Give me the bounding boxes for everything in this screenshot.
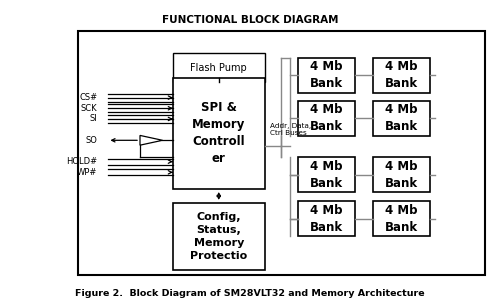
- Text: FUNCTIONAL BLOCK DIAGRAM: FUNCTIONAL BLOCK DIAGRAM: [162, 15, 338, 25]
- Bar: [172, 78, 265, 189]
- Text: SI: SI: [90, 114, 98, 124]
- Text: Figure 2.  Block Diagram of SM28VLT32 and Memory Architecture: Figure 2. Block Diagram of SM28VLT32 and…: [75, 289, 425, 298]
- Text: SO: SO: [86, 136, 98, 145]
- Bar: [298, 201, 355, 236]
- Text: CS#: CS#: [80, 93, 98, 102]
- Text: WP#: WP#: [77, 168, 98, 177]
- Bar: [298, 101, 355, 136]
- Text: 4 Mb
Bank: 4 Mb Bank: [310, 204, 343, 234]
- Text: SPI &
Memory
Controll
er: SPI & Memory Controll er: [192, 102, 246, 165]
- Text: Flash Pump: Flash Pump: [190, 63, 247, 73]
- Bar: [372, 201, 430, 236]
- Text: 4 Mb
Bank: 4 Mb Bank: [384, 204, 418, 234]
- Text: 4 Mb
Bank: 4 Mb Bank: [310, 103, 343, 133]
- Text: SCK: SCK: [81, 104, 98, 113]
- Text: 4 Mb
Bank: 4 Mb Bank: [384, 103, 418, 133]
- Text: 4 Mb
Bank: 4 Mb Bank: [310, 60, 343, 91]
- Text: 4 Mb
Bank: 4 Mb Bank: [310, 160, 343, 190]
- Bar: [372, 58, 430, 93]
- Bar: [172, 203, 265, 270]
- Bar: [372, 101, 430, 136]
- Bar: [78, 30, 485, 274]
- Bar: [172, 53, 265, 82]
- Text: HOLD#: HOLD#: [66, 157, 98, 166]
- Bar: [298, 157, 355, 192]
- Text: Addr, Data,
Ctrl Buses: Addr, Data, Ctrl Buses: [270, 123, 311, 136]
- Text: 4 Mb
Bank: 4 Mb Bank: [384, 60, 418, 91]
- Bar: [298, 58, 355, 93]
- Bar: [372, 157, 430, 192]
- Text: 4 Mb
Bank: 4 Mb Bank: [384, 160, 418, 190]
- Text: Config,
Status,
Memory
Protectio: Config, Status, Memory Protectio: [190, 212, 248, 261]
